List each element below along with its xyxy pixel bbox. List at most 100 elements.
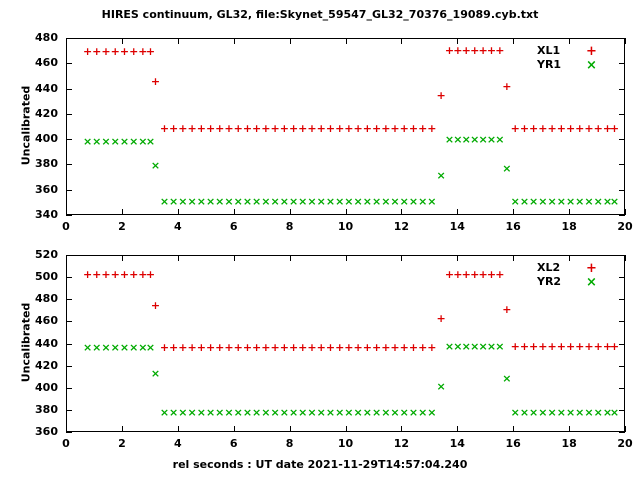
y-tick-right	[619, 432, 625, 433]
x-tick-top	[569, 38, 570, 44]
y-tick-right	[619, 114, 625, 115]
x-tick	[457, 426, 458, 432]
x-tick-top	[457, 255, 458, 261]
x-tick-label: 14	[449, 437, 465, 450]
y-tick	[66, 190, 72, 191]
legend-label-xl1: XL1	[537, 44, 561, 57]
x-tick-label: 10	[337, 220, 354, 233]
x-tick-top	[401, 38, 402, 44]
x-tick-label: 8	[285, 437, 294, 450]
legend-label-yr2: YR2	[537, 275, 562, 288]
y-tick-label: 440	[35, 81, 58, 95]
x-tick	[178, 209, 179, 215]
y-tick	[66, 255, 72, 256]
x-tick-top	[513, 38, 514, 44]
y-tick-label: 480	[35, 31, 58, 44]
x-tick-top	[290, 38, 291, 44]
x-tick	[290, 209, 291, 215]
x-tick-label: 0	[62, 220, 70, 233]
y-tick-right	[619, 63, 625, 64]
x-tick-top	[625, 255, 626, 261]
x-tick-top	[234, 38, 235, 44]
top-plot-frame	[66, 38, 625, 215]
x-tick	[513, 209, 514, 215]
x-tick	[234, 426, 235, 432]
y-tick-right	[619, 321, 625, 322]
y-tick	[66, 38, 72, 39]
y-tick-right	[619, 344, 625, 345]
x-tick-label: 20	[617, 437, 633, 450]
page-title: HIRES continuum, GL32, file:Skynet_59547…	[101, 8, 539, 21]
x-tick-top	[457, 38, 458, 44]
y-tick	[66, 114, 72, 115]
bottom-plot-frame	[66, 255, 625, 432]
y-tick	[66, 164, 72, 165]
y-tick-label: 460	[35, 314, 58, 328]
y-tick	[66, 410, 72, 411]
x-tick-label: 2	[118, 220, 126, 233]
y-tick-label: 380	[35, 157, 58, 171]
x-tick	[66, 426, 67, 432]
x-tick	[625, 426, 626, 432]
x-tick	[569, 209, 570, 215]
y-tick-label: 360	[35, 425, 58, 438]
y-tick-label: 480	[35, 292, 58, 306]
y-tick-label: 460	[35, 56, 58, 70]
x-tick-label: 12	[393, 437, 410, 450]
x-tick-top	[625, 38, 626, 44]
y-tick	[66, 277, 72, 278]
y-tick-right	[619, 215, 625, 216]
x-tick	[457, 209, 458, 215]
y-tick-label: 520	[35, 248, 58, 261]
y-tick-label: 420	[35, 358, 58, 372]
x-tick	[122, 426, 123, 432]
x-tick-top	[513, 255, 514, 261]
x-tick-top	[346, 255, 347, 261]
x-tick-label: 2	[118, 437, 126, 450]
y-tick-right	[619, 89, 625, 90]
x-tick	[401, 209, 402, 215]
x-tick-label: 8	[285, 220, 294, 233]
legend-marker-yr2: ×	[586, 275, 597, 290]
y-tick-right	[619, 38, 625, 39]
y-tick-right	[619, 388, 625, 389]
y-tick-label: 500	[35, 270, 58, 284]
x-tick	[234, 209, 235, 215]
y-tick-label: 440	[35, 336, 58, 350]
x-tick-top	[401, 255, 402, 261]
x-tick-label: 6	[229, 437, 238, 450]
legend-label-yr1: YR1	[537, 58, 562, 71]
legend-label-xl2: XL2	[537, 261, 561, 274]
x-tick-label: 18	[561, 437, 577, 450]
legend-marker-yr1: ×	[586, 58, 597, 73]
y-tick	[66, 344, 72, 345]
x-tick-label: 6	[229, 220, 238, 233]
y-tick-right	[619, 190, 625, 191]
x-tick-top	[178, 255, 179, 261]
legend-marker-xl2: +	[586, 261, 597, 276]
y-tick-right	[619, 299, 625, 300]
x-tick-label: 4	[173, 437, 182, 450]
y-tick	[66, 321, 72, 322]
x-tick	[178, 426, 179, 432]
x-axis-label: rel seconds : UT date 2021-11-29T14:57:0…	[172, 458, 468, 471]
x-tick	[513, 426, 514, 432]
y-tick	[66, 215, 72, 216]
x-tick	[122, 209, 123, 215]
x-tick-label: 16	[505, 220, 521, 233]
x-tick-label: 4	[173, 220, 182, 233]
y-tick-right	[619, 366, 625, 367]
x-tick	[401, 426, 402, 432]
y-tick-label: 400	[35, 380, 58, 394]
x-tick	[569, 426, 570, 432]
x-tick-top	[122, 38, 123, 44]
x-tick-top	[234, 255, 235, 261]
y-tick	[66, 63, 72, 64]
x-tick-label: 14	[449, 220, 465, 233]
x-tick-top	[346, 38, 347, 44]
y-tick-label: 400	[35, 132, 58, 146]
y-tick	[66, 388, 72, 389]
x-tick-top	[178, 38, 179, 44]
x-tick-top	[66, 255, 67, 261]
x-tick	[625, 209, 626, 215]
